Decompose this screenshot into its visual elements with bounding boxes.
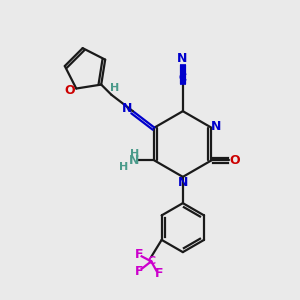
Text: O: O	[64, 83, 75, 97]
Text: N: N	[122, 102, 133, 115]
Text: C: C	[178, 73, 186, 83]
Text: H: H	[119, 162, 129, 172]
Text: N: N	[129, 154, 140, 167]
Text: H: H	[110, 83, 120, 93]
Text: F: F	[134, 265, 143, 278]
Text: N: N	[211, 120, 221, 133]
Text: N: N	[177, 52, 188, 65]
Text: F: F	[134, 248, 143, 261]
Text: F: F	[155, 267, 164, 280]
Text: H: H	[130, 149, 139, 160]
Text: O: O	[230, 154, 241, 167]
Text: C: C	[147, 256, 155, 266]
Text: N: N	[178, 176, 188, 189]
